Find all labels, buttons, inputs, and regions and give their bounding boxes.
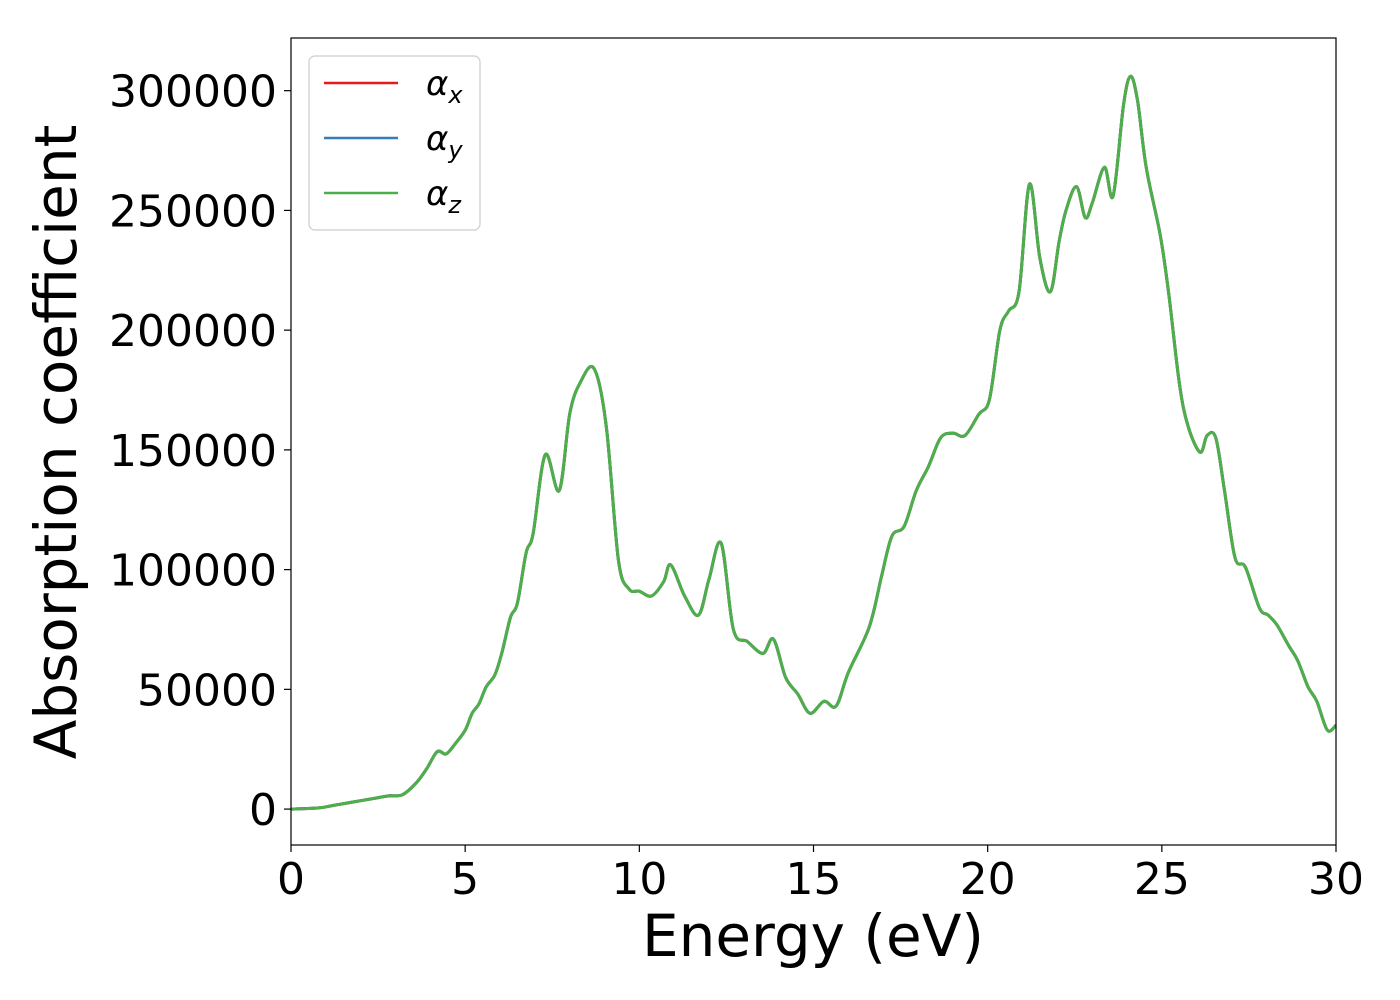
y-tick-label: 250000 — [109, 186, 277, 237]
y-tick-label: 100000 — [109, 546, 277, 597]
y-axis-label: Absorption coefficient — [22, 125, 90, 760]
x-axis-label: Energy (eV) — [642, 902, 984, 970]
x-tick-label: 0 — [277, 854, 305, 905]
y-tick-label: 50000 — [137, 665, 277, 716]
x-tick-label: 25 — [1134, 854, 1190, 905]
plot-frame — [290, 37, 1337, 846]
series-line-alpha-z — [290, 74, 1337, 811]
y-tick-label: 150000 — [109, 426, 277, 477]
x-tick-label: 20 — [960, 854, 1016, 905]
x-axis-ticks: 0 5 10 15 20 25 30 — [277, 845, 1364, 905]
legend-box — [308, 55, 481, 231]
x-tick-label: 5 — [451, 854, 479, 905]
y-tick-label: 0 — [249, 785, 277, 836]
y-axis-ticks: 0 50000 100000 150000 200000 250000 300000 — [109, 67, 291, 836]
legend-label-alpha-z: αz — [426, 174, 462, 219]
series-lines — [290, 74, 1337, 811]
x-tick-label: 15 — [786, 854, 842, 905]
y-tick-label: 300000 — [109, 67, 277, 118]
x-tick-label: 30 — [1308, 854, 1364, 905]
y-tick-label: 200000 — [109, 306, 277, 357]
x-tick-label: 10 — [611, 854, 667, 905]
